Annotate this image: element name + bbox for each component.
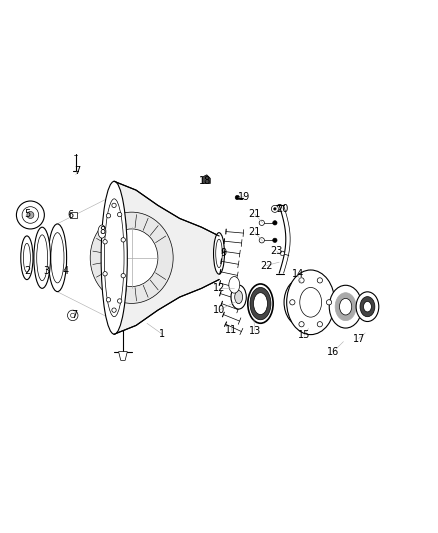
Text: 3: 3 [43, 266, 49, 276]
Circle shape [274, 207, 276, 210]
Circle shape [106, 297, 111, 302]
Ellipse shape [364, 302, 371, 312]
Ellipse shape [101, 181, 127, 334]
Text: 21: 21 [249, 209, 261, 219]
Circle shape [326, 300, 332, 305]
Circle shape [27, 212, 34, 219]
Circle shape [106, 214, 111, 218]
Text: 12: 12 [213, 284, 225, 293]
Text: 8: 8 [99, 225, 105, 236]
Text: 15: 15 [298, 330, 311, 341]
Circle shape [273, 221, 277, 225]
Ellipse shape [248, 284, 273, 323]
Text: 7: 7 [71, 310, 77, 320]
Text: 18: 18 [199, 176, 211, 187]
Circle shape [117, 212, 122, 217]
Circle shape [121, 238, 125, 242]
Text: 5: 5 [25, 209, 31, 219]
Circle shape [117, 299, 122, 303]
Ellipse shape [329, 285, 362, 328]
Text: 21: 21 [249, 228, 261, 237]
Circle shape [16, 201, 44, 229]
Ellipse shape [339, 298, 352, 315]
Text: 23: 23 [270, 246, 283, 256]
Text: 20: 20 [276, 204, 289, 214]
Text: 6: 6 [67, 210, 74, 220]
Ellipse shape [98, 225, 106, 238]
Ellipse shape [104, 199, 124, 317]
Text: 10: 10 [213, 305, 225, 315]
Text: 16: 16 [327, 346, 339, 357]
Text: 14: 14 [291, 269, 304, 279]
Text: 17: 17 [353, 334, 365, 344]
Ellipse shape [235, 290, 243, 304]
Ellipse shape [23, 244, 30, 272]
Ellipse shape [216, 239, 222, 268]
Circle shape [112, 203, 116, 207]
Ellipse shape [37, 235, 48, 281]
Polygon shape [119, 352, 127, 360]
Ellipse shape [48, 224, 67, 292]
Circle shape [299, 321, 304, 327]
Circle shape [103, 272, 107, 276]
Ellipse shape [287, 270, 335, 335]
Circle shape [112, 308, 116, 312]
Ellipse shape [231, 285, 246, 309]
Text: 13: 13 [249, 326, 261, 336]
Text: 7: 7 [74, 166, 80, 176]
Text: 4: 4 [62, 266, 68, 276]
Circle shape [259, 238, 265, 243]
Circle shape [103, 240, 107, 244]
Ellipse shape [229, 277, 240, 293]
Circle shape [273, 238, 277, 243]
Circle shape [259, 220, 265, 225]
Circle shape [290, 300, 295, 305]
Ellipse shape [360, 297, 375, 317]
Circle shape [317, 278, 322, 283]
Circle shape [280, 251, 285, 256]
Circle shape [22, 207, 39, 223]
Ellipse shape [250, 287, 271, 320]
Circle shape [317, 321, 322, 327]
Ellipse shape [335, 293, 356, 321]
Text: 2: 2 [25, 266, 31, 276]
Circle shape [71, 313, 75, 318]
Text: 11: 11 [225, 325, 237, 335]
Text: 9: 9 [220, 248, 226, 259]
Polygon shape [70, 212, 77, 219]
Circle shape [67, 310, 78, 321]
Ellipse shape [106, 229, 158, 287]
Circle shape [121, 273, 125, 278]
Ellipse shape [291, 287, 313, 317]
Polygon shape [202, 175, 210, 183]
Circle shape [272, 205, 279, 212]
Polygon shape [114, 181, 219, 334]
Ellipse shape [214, 233, 224, 274]
Circle shape [235, 195, 240, 200]
Text: 1: 1 [159, 329, 165, 339]
Ellipse shape [356, 292, 379, 321]
Ellipse shape [51, 233, 64, 283]
Ellipse shape [284, 278, 320, 326]
Ellipse shape [300, 287, 321, 317]
Ellipse shape [34, 227, 50, 288]
Circle shape [299, 278, 304, 283]
Text: 19: 19 [238, 192, 251, 201]
Ellipse shape [90, 212, 173, 303]
Text: 22: 22 [260, 261, 272, 271]
Ellipse shape [254, 293, 268, 314]
Ellipse shape [21, 236, 33, 280]
